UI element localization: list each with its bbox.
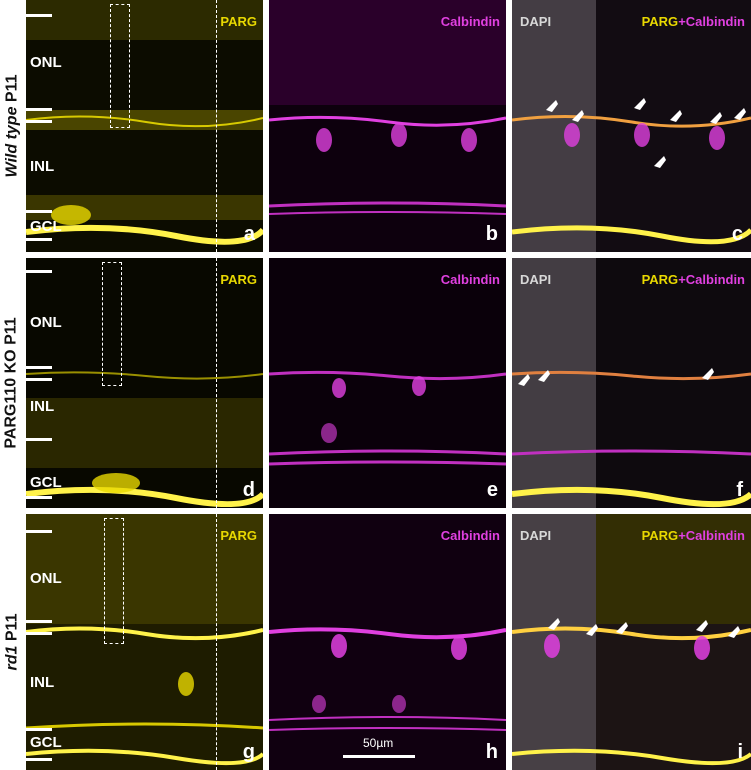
panel-letter: h xyxy=(485,741,498,763)
layer-label-gcl: GCL xyxy=(30,474,62,491)
zoom-region-box xyxy=(104,518,124,644)
merge-parg: PARG xyxy=(641,14,679,29)
panel-e-calbindin: Calbindin e xyxy=(269,258,506,508)
layer-label-inl: INL xyxy=(30,158,55,175)
channel-label-parg: PARG xyxy=(220,14,257,29)
zoom-region-box xyxy=(102,262,122,386)
scale-bar xyxy=(343,755,415,758)
merge-calbindin: Calbindin xyxy=(685,14,745,29)
zoom-inset xyxy=(216,0,263,252)
row-label-wild-type: Wild type P11 xyxy=(0,0,24,252)
layer-tick xyxy=(26,14,52,17)
panel-g-parg: ONL INL GCL PARG g xyxy=(26,514,263,770)
layer-tick xyxy=(26,620,52,623)
merge-parg: PARG xyxy=(641,272,679,287)
scale-bar-label: 50µm xyxy=(363,736,394,750)
channel-label-calbindin: Calbindin xyxy=(440,272,500,287)
channel-label-dapi: DAPI xyxy=(520,528,552,543)
panel-d-parg: ONL INL GCL PARG d xyxy=(26,258,263,508)
micrograph-merge xyxy=(512,0,751,252)
merge-calbindin: Calbindin xyxy=(685,528,745,543)
layer-tick xyxy=(26,238,52,241)
layer-tick xyxy=(26,120,52,123)
row-label-parg110-ko: PARG110 KO P11 xyxy=(0,258,24,508)
channel-label-merge: PARG+Calbindin xyxy=(642,272,745,287)
row-label-italic: Wild type xyxy=(3,106,20,178)
panel-letter: f xyxy=(736,479,743,501)
panel-letter: a xyxy=(243,223,255,245)
channel-label-merge: PARG+Calbindin xyxy=(642,528,745,543)
layer-tick xyxy=(26,496,52,499)
row-label-suffix: P11 xyxy=(3,613,20,646)
micrograph-calbindin xyxy=(269,258,506,508)
row-label-rd1: rd1 P11 xyxy=(0,514,24,770)
merge-calbindin: Calbindin xyxy=(685,272,745,287)
layer-tick xyxy=(26,438,52,441)
row-label-suffix: P11 xyxy=(3,74,20,107)
layer-label-onl: ONL xyxy=(30,570,62,587)
panel-letter: g xyxy=(242,741,255,763)
channel-label-calbindin: Calbindin xyxy=(440,528,500,543)
layer-tick xyxy=(26,632,52,635)
panel-i-merge: DAPI PARG+Calbindin i xyxy=(512,514,751,770)
row-label-text: PARG110 KO P11 xyxy=(3,317,21,449)
micrograph-calbindin xyxy=(269,514,506,770)
micrograph-merge xyxy=(512,258,751,508)
panel-f-merge: DAPI PARG+Calbindin f xyxy=(512,258,751,508)
panel-a-parg: ONL INL GCL PARG a xyxy=(26,0,263,252)
layer-label-inl: INL xyxy=(30,398,55,415)
zoom-inset xyxy=(216,514,263,770)
layer-label-gcl: GCL xyxy=(30,218,62,235)
panel-letter: i xyxy=(737,741,743,763)
zoom-inset xyxy=(216,258,263,508)
panel-letter: e xyxy=(486,479,498,501)
channel-label-dapi: DAPI xyxy=(520,14,552,29)
layer-tick xyxy=(26,108,52,111)
micrograph-parg xyxy=(26,514,263,770)
layer-tick xyxy=(26,728,52,731)
merge-plus: + xyxy=(678,528,686,543)
merge-plus: + xyxy=(678,14,686,29)
panel-letter: b xyxy=(485,223,498,245)
layer-tick xyxy=(26,210,52,213)
micrograph-parg xyxy=(26,258,263,508)
channel-label-parg: PARG xyxy=(220,272,257,287)
merge-parg: PARG xyxy=(641,528,679,543)
layer-tick xyxy=(26,270,52,273)
channel-label-merge: PARG+Calbindin xyxy=(642,14,745,29)
panel-letter: c xyxy=(731,223,743,245)
channel-label-calbindin: Calbindin xyxy=(440,14,500,29)
panel-c-merge: DAPI PARG+Calbindin c xyxy=(512,0,751,252)
layer-label-gcl: GCL xyxy=(30,734,62,751)
micrograph-parg xyxy=(26,0,263,252)
panel-letter: d xyxy=(242,479,255,501)
zoom-region-box xyxy=(110,4,130,128)
layer-tick xyxy=(26,366,52,369)
layer-tick xyxy=(26,378,52,381)
layer-tick xyxy=(26,530,52,533)
row-label-italic: rd1 xyxy=(3,645,20,671)
layer-label-inl: INL xyxy=(30,674,55,691)
layer-tick xyxy=(26,758,52,761)
merge-plus: + xyxy=(678,272,686,287)
micrograph-calbindin xyxy=(269,0,506,252)
micrograph-merge xyxy=(512,514,751,770)
layer-label-onl: ONL xyxy=(30,314,62,331)
channel-label-dapi: DAPI xyxy=(520,272,552,287)
panel-h-calbindin: 50µm Calbindin h xyxy=(269,514,506,770)
layer-label-onl: ONL xyxy=(30,54,62,71)
channel-label-parg: PARG xyxy=(220,528,257,543)
panel-b-calbindin: Calbindin b xyxy=(269,0,506,252)
